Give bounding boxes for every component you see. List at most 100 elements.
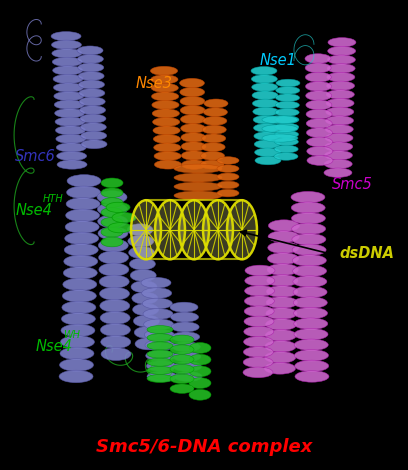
Ellipse shape <box>275 109 299 116</box>
Ellipse shape <box>227 200 257 259</box>
Ellipse shape <box>291 202 325 213</box>
Ellipse shape <box>201 143 225 151</box>
Ellipse shape <box>141 277 171 288</box>
Ellipse shape <box>254 132 280 141</box>
Ellipse shape <box>180 106 205 115</box>
Ellipse shape <box>268 253 299 265</box>
Ellipse shape <box>262 116 298 124</box>
Ellipse shape <box>142 298 172 309</box>
Ellipse shape <box>200 160 224 169</box>
Ellipse shape <box>274 153 298 160</box>
Ellipse shape <box>294 329 328 340</box>
Ellipse shape <box>275 94 299 102</box>
Ellipse shape <box>217 157 239 164</box>
Ellipse shape <box>174 191 222 200</box>
Ellipse shape <box>253 124 279 132</box>
Text: Smc6: Smc6 <box>15 149 56 164</box>
Ellipse shape <box>326 107 354 117</box>
Ellipse shape <box>101 178 123 188</box>
Ellipse shape <box>295 371 329 382</box>
Ellipse shape <box>147 375 173 383</box>
Ellipse shape <box>55 117 85 126</box>
Ellipse shape <box>181 142 206 151</box>
Ellipse shape <box>326 99 354 108</box>
Ellipse shape <box>60 336 95 348</box>
Ellipse shape <box>101 237 123 247</box>
Ellipse shape <box>182 160 206 169</box>
Ellipse shape <box>101 227 123 237</box>
Ellipse shape <box>262 134 298 142</box>
Ellipse shape <box>326 116 354 125</box>
Ellipse shape <box>266 319 297 330</box>
Text: WH: WH <box>63 330 80 340</box>
Ellipse shape <box>144 329 174 340</box>
Ellipse shape <box>275 101 299 109</box>
Ellipse shape <box>268 231 299 243</box>
Ellipse shape <box>174 182 222 191</box>
Ellipse shape <box>266 307 297 319</box>
Ellipse shape <box>80 114 106 123</box>
Ellipse shape <box>324 168 352 177</box>
Ellipse shape <box>77 46 103 55</box>
Ellipse shape <box>127 224 153 236</box>
Ellipse shape <box>275 131 299 138</box>
Ellipse shape <box>327 55 355 64</box>
Ellipse shape <box>66 197 100 210</box>
Ellipse shape <box>306 118 332 128</box>
Ellipse shape <box>262 125 298 133</box>
Ellipse shape <box>99 263 129 276</box>
Ellipse shape <box>265 329 297 341</box>
Ellipse shape <box>64 255 98 267</box>
Text: HTH: HTH <box>42 194 63 204</box>
Ellipse shape <box>98 239 128 252</box>
Ellipse shape <box>98 227 128 240</box>
Ellipse shape <box>325 133 353 142</box>
Ellipse shape <box>268 242 299 253</box>
Ellipse shape <box>100 312 130 324</box>
Ellipse shape <box>244 296 274 306</box>
Ellipse shape <box>266 297 297 308</box>
Ellipse shape <box>203 200 233 259</box>
Ellipse shape <box>56 134 86 143</box>
Ellipse shape <box>306 81 331 91</box>
Ellipse shape <box>97 191 127 204</box>
Ellipse shape <box>244 326 274 337</box>
Ellipse shape <box>170 335 194 345</box>
Ellipse shape <box>294 339 328 351</box>
Ellipse shape <box>293 255 326 266</box>
Ellipse shape <box>295 360 329 372</box>
Ellipse shape <box>54 100 84 109</box>
Ellipse shape <box>252 91 278 100</box>
Ellipse shape <box>147 358 173 366</box>
Ellipse shape <box>324 150 353 160</box>
Ellipse shape <box>217 189 239 197</box>
Ellipse shape <box>57 151 86 161</box>
Ellipse shape <box>151 75 178 84</box>
Ellipse shape <box>182 151 206 160</box>
Ellipse shape <box>179 200 209 259</box>
Ellipse shape <box>143 309 173 319</box>
Ellipse shape <box>151 83 178 93</box>
Text: Smc5: Smc5 <box>332 178 373 192</box>
Ellipse shape <box>147 350 173 358</box>
Ellipse shape <box>147 334 173 342</box>
Ellipse shape <box>142 288 172 298</box>
Text: Nse3: Nse3 <box>136 76 173 91</box>
Ellipse shape <box>306 91 332 101</box>
Ellipse shape <box>293 286 327 298</box>
Ellipse shape <box>267 264 298 275</box>
Ellipse shape <box>244 286 275 296</box>
Ellipse shape <box>59 370 93 383</box>
Ellipse shape <box>146 360 176 371</box>
Ellipse shape <box>80 106 106 115</box>
Ellipse shape <box>180 78 204 88</box>
Ellipse shape <box>307 156 333 165</box>
Ellipse shape <box>171 322 199 332</box>
Ellipse shape <box>57 160 87 169</box>
Ellipse shape <box>101 348 131 360</box>
Ellipse shape <box>244 316 274 327</box>
Ellipse shape <box>180 96 205 106</box>
Ellipse shape <box>328 38 356 47</box>
Ellipse shape <box>293 297 327 308</box>
Ellipse shape <box>170 302 198 312</box>
